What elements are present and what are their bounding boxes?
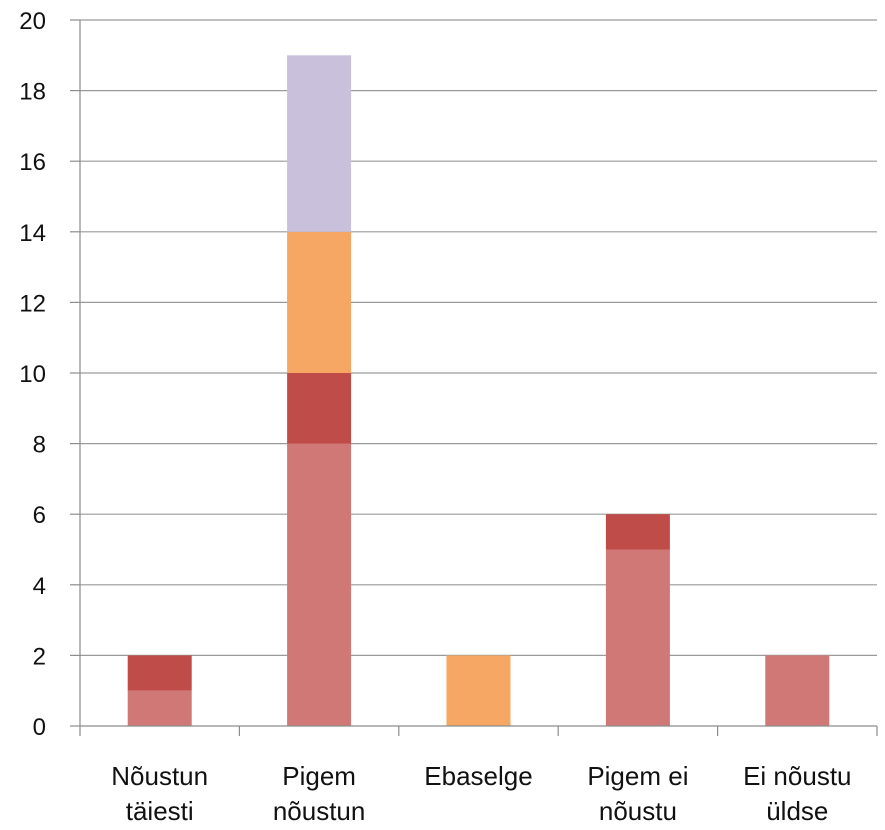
axes [70,19,878,736]
y-tick-label: 8 [33,432,46,459]
labels: 0 2 4 6 8 10 12 14 16 18 20 Nõustun täiesti Pigem nõus… [19,8,851,826]
bar-segment-4-0 [765,655,830,726]
x-category-label: nõustun [273,796,366,826]
bar-segment-2-2 [446,655,511,726]
bar-segment-3-1 [605,514,670,550]
x-category-label: Ebaselge [424,761,532,791]
bar-segment-1-0 [287,443,352,726]
bar-segment-1-1 [287,373,352,444]
y-tick-label: 6 [33,502,46,529]
y-tick-label: 20 [19,8,46,35]
y-tick-label: 18 [19,79,46,106]
y-tick-label: 12 [19,290,46,317]
bar-segment-0-1 [127,655,192,691]
gridlines [80,19,877,657]
x-category-label: Pigem ei [587,761,688,791]
x-category-label: Nõustun [111,761,208,791]
bars [127,55,830,726]
bar-segment-0-0 [127,690,192,726]
bar-segment-1-3 [287,55,352,232]
y-tick-label: 2 [33,643,46,670]
y-tick-label: 4 [33,573,46,600]
y-tick-label: 16 [19,149,46,176]
x-category-label: Ei nõustu [743,761,851,791]
y-tick-label: 0 [33,714,46,741]
x-category-label: Pigem [282,761,356,791]
bar-segment-3-0 [605,549,670,726]
x-category-label: nõustu [599,796,677,826]
bar-segment-1-2 [287,231,352,373]
x-category-label: üldse [766,796,828,826]
x-category-label: täiesti [126,796,194,826]
y-tick-label: 10 [19,361,46,388]
y-tick-label: 14 [19,220,46,247]
